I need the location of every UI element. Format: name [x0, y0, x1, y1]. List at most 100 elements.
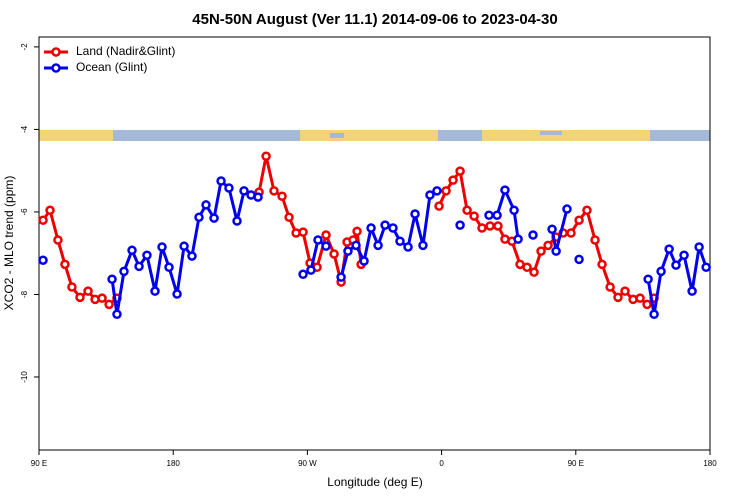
point — [536, 246, 546, 256]
point — [67, 282, 77, 292]
point — [513, 234, 523, 244]
point — [119, 266, 129, 277]
point — [590, 235, 600, 245]
point — [687, 286, 697, 296]
point — [313, 235, 323, 245]
y-tick-label: -8 — [20, 290, 29, 298]
plot-frame — [38, 36, 711, 451]
point — [509, 205, 519, 216]
point — [582, 205, 592, 216]
point — [107, 274, 117, 284]
point — [613, 292, 623, 303]
point — [253, 192, 263, 202]
legend-marker — [51, 47, 61, 57]
point — [83, 286, 93, 296]
point — [187, 251, 197, 261]
point — [329, 249, 339, 259]
point — [455, 166, 465, 176]
point — [477, 223, 487, 233]
point — [224, 183, 234, 193]
y-tick-label: -6 — [20, 208, 29, 216]
x-tick-label: 90 E — [568, 459, 584, 468]
point — [418, 240, 428, 251]
point — [635, 293, 645, 303]
point — [75, 292, 85, 303]
point — [209, 213, 219, 223]
point — [366, 223, 376, 233]
point — [172, 289, 182, 299]
point — [352, 226, 362, 237]
point — [500, 185, 510, 195]
point — [60, 259, 70, 270]
point — [434, 201, 444, 211]
point — [522, 262, 532, 272]
point — [547, 224, 557, 235]
point — [373, 240, 383, 251]
point — [485, 221, 495, 231]
point — [448, 175, 458, 185]
chart-title: 45N-50N August (Ver 11.1) 2014-09-06 to … — [192, 11, 557, 28]
point — [53, 235, 63, 245]
point — [432, 186, 442, 196]
point — [261, 151, 271, 161]
point — [157, 242, 167, 252]
point — [425, 190, 435, 200]
point — [179, 241, 189, 251]
point — [134, 261, 144, 272]
point — [38, 255, 48, 265]
y-axis-label: XCO2 - MLO trend (ppm) — [2, 176, 16, 311]
legend-label: Land (Nadir&Glint) — [76, 44, 175, 58]
point — [642, 299, 652, 310]
point — [104, 299, 114, 310]
point — [462, 205, 472, 216]
x-tick-label: 180 — [703, 459, 717, 468]
point — [605, 282, 615, 292]
point — [441, 186, 451, 196]
point — [298, 269, 308, 279]
point — [150, 286, 160, 296]
point — [142, 250, 152, 261]
point — [239, 186, 249, 196]
point — [410, 209, 420, 219]
point — [656, 266, 666, 277]
legend-marker — [51, 63, 61, 73]
point — [484, 210, 494, 220]
point — [694, 242, 704, 252]
point — [679, 250, 689, 261]
point — [194, 212, 204, 223]
point — [671, 260, 681, 270]
point — [284, 212, 294, 223]
point — [277, 191, 287, 202]
point — [112, 309, 122, 320]
point — [597, 259, 607, 270]
x-tick-label: 0 — [439, 459, 444, 468]
point — [664, 244, 674, 254]
y-tick-label: -4 — [20, 125, 29, 133]
point — [216, 176, 226, 186]
point — [232, 216, 242, 226]
x-tick-label: 180 — [167, 459, 181, 468]
point — [551, 246, 561, 256]
point — [306, 265, 316, 275]
point — [620, 286, 630, 296]
point — [649, 309, 659, 320]
point — [528, 230, 538, 240]
point — [343, 246, 353, 256]
point — [97, 293, 107, 303]
point — [269, 186, 279, 196]
point — [543, 240, 553, 251]
point — [643, 274, 653, 284]
point — [127, 245, 137, 256]
point — [298, 227, 308, 237]
point — [562, 204, 572, 214]
point — [380, 220, 390, 230]
point — [701, 262, 711, 272]
point — [38, 215, 48, 225]
point — [574, 215, 584, 225]
point — [403, 242, 413, 252]
point — [566, 228, 576, 238]
point — [574, 254, 584, 265]
x-axis-label: Longitude (deg E) — [327, 475, 422, 489]
point — [45, 205, 55, 216]
